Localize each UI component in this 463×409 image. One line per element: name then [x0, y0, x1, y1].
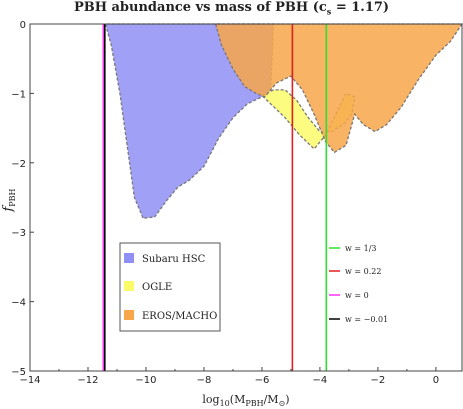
chart-title-sub: s — [326, 6, 332, 17]
x-tick-label: −8 — [197, 375, 212, 386]
chart-title-tail: = 1.17) — [331, 0, 390, 15]
legend-label-w-022: w = 0.22 — [345, 267, 381, 276]
y-axis-label-main: f — [1, 205, 16, 213]
line-legend: w = 1/3 w = 0.22 w = 0 w = −0.01 — [329, 244, 388, 324]
w-lines — [102, 24, 328, 371]
x-axis-label: log10(MPBH/M⊙) — [202, 393, 289, 408]
x-tick-label: −6 — [255, 375, 270, 386]
y-axis-label: fPBH — [1, 188, 17, 212]
legend-swatch-ogle — [124, 281, 134, 291]
x-tick-label: −10 — [135, 375, 156, 386]
x-axis-label-mid: (M — [230, 393, 246, 406]
region-legend-box — [119, 242, 221, 332]
y-tick-label: −2 — [11, 159, 26, 170]
x-tick-label: −2 — [371, 375, 386, 386]
x-tick-label: −4 — [313, 375, 328, 386]
y-tick-label: −5 — [11, 367, 26, 378]
x-tick-label: −14 — [19, 375, 40, 386]
region-legend: Subaru HSC OGLE EROS/MACHO — [119, 242, 221, 332]
legend-label-eros: EROS/MACHO — [142, 311, 217, 322]
legend-swatch-subaru — [124, 253, 134, 263]
chart-title-text: PBH abundance vs mass of PBH (c — [73, 0, 327, 15]
legend-label-w-third: w = 1/3 — [345, 244, 377, 253]
exclusion-regions — [104, 23, 463, 220]
legend-swatch-eros — [124, 310, 134, 320]
legend-label-ogle: OGLE — [142, 282, 172, 293]
plot-frame — [29, 23, 463, 372]
x-axis-label-main: log — [202, 393, 219, 406]
y-axis-ticks: 0 −1 −2 −3 −4 −5 — [11, 20, 34, 378]
x-axis-label-mid2: /M — [264, 393, 279, 406]
x-axis-label-sub1: 10 — [220, 399, 230, 408]
x-tick-label: 0 — [433, 375, 439, 386]
y-tick-label: −3 — [11, 228, 26, 239]
region-eros-macho — [214, 23, 463, 154]
y-tick-label: 0 — [20, 20, 26, 31]
chart-title: PBH abundance vs mass of PBH (cs = 1.17) — [0, 0, 463, 17]
legend-label-subaru: Subaru HSC — [142, 254, 206, 265]
legend-label-w-0: w = 0 — [345, 291, 369, 300]
y-tick-label: −1 — [11, 89, 26, 100]
y-axis-label-sub: PBH — [8, 188, 17, 206]
y-tick-label: −4 — [11, 298, 26, 309]
x-axis-ticks: −14 −12 −10 −8 −6 −4 −2 0 — [19, 367, 439, 386]
x-axis-label-end: ) — [285, 393, 289, 406]
x-axis-label-sub2: PBH — [245, 399, 263, 408]
legend-label-w-neg001: w = −0.01 — [345, 315, 388, 324]
x-axis-label-sub3: ⊙ — [279, 399, 286, 408]
x-tick-label: −12 — [77, 375, 98, 386]
